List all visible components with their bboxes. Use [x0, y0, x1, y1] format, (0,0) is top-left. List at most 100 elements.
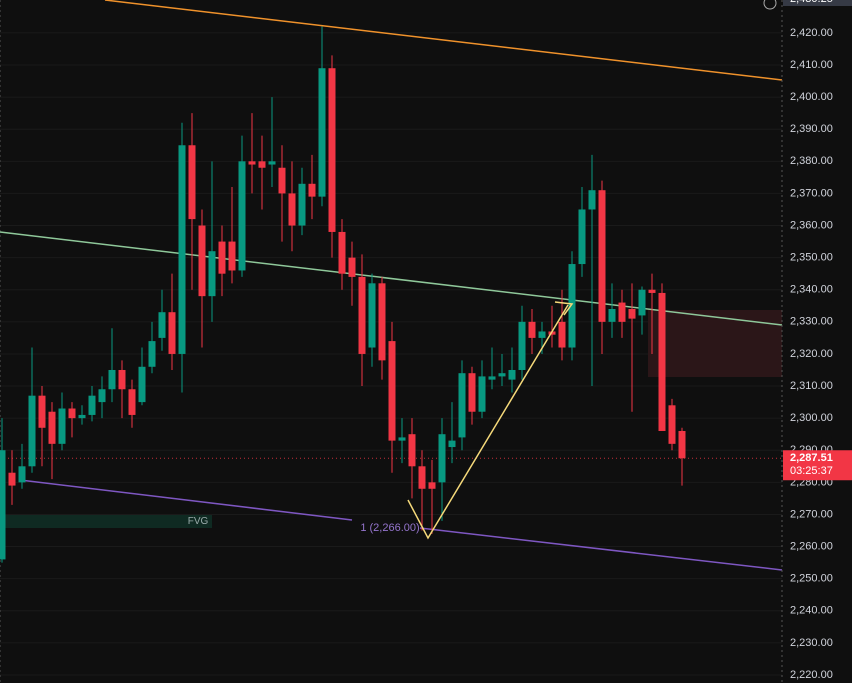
candle-body — [538, 331, 546, 338]
candle-body — [128, 389, 136, 415]
fib-label: 1 (2,266.00) — [360, 522, 419, 534]
candle-body — [88, 395, 96, 415]
candle-body — [168, 312, 176, 354]
y-tick-label: 2,370.00 — [790, 187, 833, 199]
lower-trendline — [19, 479, 353, 521]
candle-body — [648, 289, 656, 293]
fvg-label: FVG — [188, 516, 209, 527]
candle-body — [348, 257, 356, 277]
candle-body — [48, 411, 56, 444]
y-tick-label: 2,250.00 — [790, 573, 833, 585]
y-tick-label: 2,330.00 — [790, 316, 833, 328]
candle-body — [98, 389, 106, 403]
arrow-head — [554, 301, 574, 316]
candle-body — [38, 395, 46, 428]
candle-body — [158, 312, 166, 338]
candle-body — [18, 466, 26, 483]
y-tick-label: 2,220.00 — [790, 669, 833, 681]
candle-body — [148, 341, 156, 367]
candle-body — [288, 193, 296, 226]
candle-body — [628, 308, 636, 319]
candle-body — [218, 241, 226, 274]
price-badge — [783, 450, 852, 481]
candle-body — [328, 68, 336, 232]
y-tick-label: 2,230.00 — [790, 637, 833, 649]
candle-body — [68, 408, 76, 419]
candle-body — [578, 209, 586, 265]
y-tick-label: 2,320.00 — [790, 348, 833, 360]
candle-body — [388, 341, 396, 441]
candle-body — [178, 145, 186, 354]
candle-body — [108, 369, 116, 390]
y-tick-label: 2,310.00 — [790, 380, 833, 392]
candle-body — [248, 161, 256, 165]
crosshair-label: 2,430.25 — [790, 0, 833, 5]
candle-body — [528, 321, 536, 338]
candle-body — [408, 434, 416, 467]
candle-body — [138, 366, 146, 403]
crosshair-badge — [783, 0, 852, 6]
y-tick-label: 2,350.00 — [790, 252, 833, 264]
candle-body — [358, 276, 366, 354]
current-price-label: 2,287.51 — [790, 452, 833, 464]
candle-body — [588, 190, 596, 210]
y-tick-label: 2,420.00 — [790, 27, 833, 39]
candle-body — [398, 437, 406, 441]
y-tick-label: 2,340.00 — [790, 284, 833, 296]
candle-body — [518, 321, 526, 370]
candle-body — [228, 241, 236, 271]
candle-body — [58, 408, 66, 444]
candle-body — [598, 190, 606, 322]
candle-body — [238, 161, 246, 271]
candle-body — [638, 289, 646, 316]
candle-body — [458, 373, 466, 438]
candle-body — [558, 321, 566, 348]
candle-body — [668, 405, 676, 444]
candle-body — [0, 450, 6, 560]
candle-body — [258, 161, 266, 168]
path-drawing — [407, 304, 569, 540]
candle-body — [488, 376, 496, 380]
candle-body — [308, 183, 316, 197]
candles — [0, 26, 686, 563]
upper-trendline — [104, 0, 783, 81]
candle-body — [658, 292, 666, 431]
candle-body — [208, 251, 216, 297]
candle-body — [418, 466, 426, 489]
candle-body — [368, 283, 376, 348]
candle-body — [278, 167, 286, 194]
candle-body — [468, 373, 476, 412]
candle-body — [298, 183, 306, 226]
candle-body — [568, 264, 576, 348]
y-tick-label: 2,260.00 — [790, 540, 833, 552]
y-tick-label: 2,360.00 — [790, 219, 833, 231]
candle-body — [608, 308, 616, 322]
candle-body — [448, 440, 456, 448]
candle-body — [508, 369, 516, 380]
y-tick-label: 2,270.00 — [790, 508, 833, 520]
candle-body — [118, 369, 126, 390]
candle-body — [478, 376, 486, 412]
candle-body — [8, 472, 16, 486]
y-tick-label: 2,240.00 — [790, 605, 833, 617]
price-axis: 2,220.00 2,230.00 2,240.00 2,250.00 2,260.00… — [783, 0, 852, 681]
candle-body — [438, 434, 446, 483]
y-tick-label: 2,410.00 — [790, 59, 833, 71]
candle-body — [78, 414, 86, 419]
candle-body — [188, 145, 196, 220]
candle-body — [378, 283, 386, 361]
fvg-zone — [0, 515, 212, 528]
candle-body — [498, 373, 506, 377]
y-tick-label: 2,300.00 — [790, 412, 833, 424]
add-button[interactable] — [763, 0, 777, 10]
y-tick-label: 2,380.00 — [790, 155, 833, 167]
supply-zone — [648, 310, 782, 377]
candle-body — [338, 231, 346, 274]
y-tick-label: 2,390.00 — [790, 123, 833, 135]
candle-body — [268, 161, 276, 165]
candle-body — [428, 482, 436, 489]
candle-body — [28, 395, 36, 467]
y-tick-label: 2,400.00 — [790, 91, 833, 103]
